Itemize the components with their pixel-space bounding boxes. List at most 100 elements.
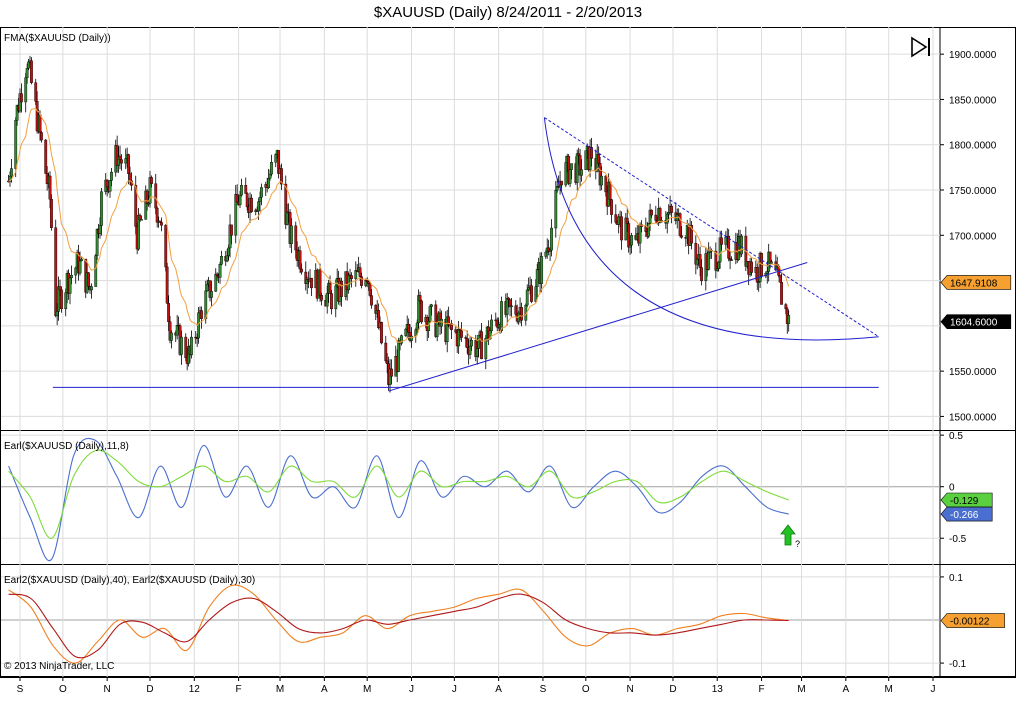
- candle-body: [57, 286, 60, 312]
- candle-body: [277, 150, 281, 174]
- earl-tick-label: 0.5: [949, 431, 963, 442]
- candle-body: [110, 171, 113, 181]
- candle-body: [730, 259, 733, 261]
- candle-body: [58, 286, 62, 291]
- candle-body: [68, 277, 72, 294]
- candle-body: [25, 68, 29, 78]
- candle-body: [620, 216, 623, 241]
- candle-body: [445, 316, 449, 342]
- candle-body: [325, 293, 329, 307]
- candle-body: [617, 216, 621, 225]
- candle-body: [525, 289, 529, 306]
- candle-body: [94, 255, 98, 287]
- scroll-to-end-icon[interactable]: [910, 36, 934, 58]
- candle-body: [365, 280, 369, 282]
- candle-body: [604, 175, 608, 193]
- candle-body: [100, 191, 103, 226]
- candle-body: [695, 259, 699, 265]
- candle-body: [64, 292, 68, 310]
- candle-body: [508, 299, 512, 307]
- candle-body: [370, 295, 373, 306]
- candle-body: [717, 261, 721, 269]
- candle-body: [124, 158, 128, 164]
- earl-blue-value-tag: -0.266: [950, 510, 979, 521]
- candles-group: [7, 55, 791, 393]
- candle-body: [665, 213, 669, 224]
- earl-tick-label: 0: [949, 483, 955, 494]
- chart-title: $XAUUSD (Daily) 8/24/2011 - 2/20/2013: [373, 4, 643, 21]
- candle-body: [430, 304, 433, 307]
- candle-body: [285, 211, 289, 225]
- candle-body: [750, 261, 753, 273]
- candle-body: [60, 289, 63, 310]
- candle-body: [470, 339, 473, 347]
- candle-body: [527, 287, 531, 291]
- close-value-tag: 1604.6000: [950, 318, 998, 329]
- candle-body: [380, 322, 383, 344]
- candle-body: [460, 330, 463, 338]
- candle-body: [10, 168, 13, 177]
- candle-body: [465, 338, 469, 348]
- candle-body: [215, 273, 219, 276]
- candle-body: [535, 269, 539, 287]
- candle-body: [74, 267, 78, 276]
- candle-body: [477, 335, 481, 349]
- candle-body: [134, 185, 138, 227]
- candle-body: [715, 268, 719, 271]
- candle-body: [784, 304, 788, 310]
- earl-panel-label: Earl($XAUUSD (Daily),11,8): [4, 441, 129, 452]
- trendline-arc: [543, 117, 879, 341]
- candle-body: [404, 328, 408, 336]
- candle-body: [678, 213, 682, 236]
- x-tick-label: M: [885, 684, 893, 695]
- candle-body: [154, 183, 158, 209]
- x-tick-label: O: [582, 684, 590, 695]
- candle-body: [245, 193, 249, 208]
- candle-body: [350, 275, 353, 279]
- candle-body: [180, 336, 183, 355]
- candle-body: [740, 235, 743, 255]
- candle-body: [625, 217, 629, 224]
- candle-body: [560, 180, 563, 186]
- candle-body: [78, 260, 82, 274]
- candle-body: [454, 329, 458, 333]
- candle-body: [30, 60, 33, 83]
- price-tick-label: 1900.0000: [949, 50, 997, 61]
- candle-body: [700, 267, 703, 282]
- candle-body: [38, 114, 42, 133]
- candle-body: [44, 139, 48, 174]
- candle-body: [235, 193, 239, 203]
- candle-body: [694, 242, 698, 265]
- candle-body: [650, 209, 653, 216]
- candle-body: [108, 180, 112, 192]
- candle-body: [267, 178, 271, 188]
- candle-body: [417, 295, 421, 324]
- candle-body: [680, 235, 683, 238]
- candle-body: [724, 236, 728, 245]
- candle-body: [230, 224, 233, 236]
- x-tick-label: A: [843, 684, 850, 695]
- candle-body: [544, 251, 548, 257]
- price-tick-label: 1850.0000: [949, 95, 997, 106]
- candle-body: [554, 189, 558, 229]
- candle-body: [780, 282, 783, 305]
- candle-body: [205, 284, 209, 292]
- candle-body: [90, 286, 93, 291]
- candle-body: [328, 282, 332, 294]
- copyright-text: © 2013 NinjaTrader, LLC: [4, 661, 115, 672]
- candle-body: [490, 319, 493, 331]
- candle-body: [165, 266, 169, 304]
- candle-body: [220, 256, 223, 265]
- x-tick-label: N: [104, 684, 111, 695]
- candle-body: [54, 227, 58, 317]
- candle-body: [610, 199, 613, 215]
- candle-body: [340, 280, 343, 297]
- candle-body: [210, 291, 213, 298]
- candle-body: [638, 224, 642, 244]
- candle-body: [368, 283, 372, 296]
- x-tick-label: M: [276, 684, 284, 695]
- candle-body: [138, 214, 142, 220]
- x-tick-label: D: [669, 684, 676, 695]
- candle-body: [727, 235, 731, 259]
